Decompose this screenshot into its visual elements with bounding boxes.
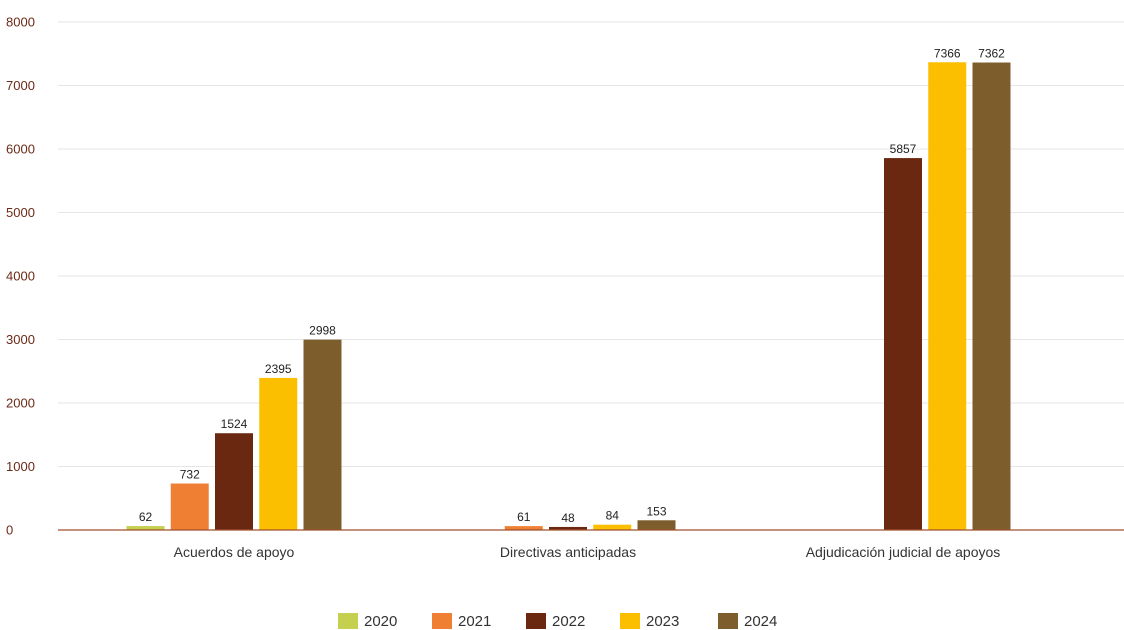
bar [504,526,543,530]
data-label: 84 [606,509,620,523]
data-label: 732 [180,468,200,482]
y-axis: 0 1000 2000 3000 4000 5000 6000 7000 8000 [6,15,35,538]
y-tick-label: 4000 [6,269,35,284]
data-label: 7366 [934,46,961,60]
data-label: 61 [517,510,531,524]
bar [972,62,1011,530]
data-label: 7362 [978,47,1005,61]
data-label: 2395 [265,362,292,376]
data-label: 48 [561,511,575,525]
x-tick-label: Directivas anticipadas [500,544,636,560]
data-label: 62 [139,510,153,524]
legend-item: 2022 [526,613,585,630]
y-tick-label: 8000 [6,15,35,30]
bar [884,158,922,530]
y-tick-label: 1000 [6,459,35,474]
data-label: 2998 [309,324,336,338]
y-tick-label: 6000 [6,142,35,157]
legend-item: 2024 [718,613,777,630]
data-label: 5857 [890,142,917,156]
x-tick-label: Adjudicación judicial de apoyos [806,544,1001,560]
legend-label: 2021 [458,613,491,630]
legend-swatch [526,613,546,629]
y-tick-label: 3000 [6,332,35,347]
legend-swatch [432,613,452,629]
legend-swatch [338,613,358,629]
y-tick-label: 2000 [6,396,35,411]
bar [637,520,676,530]
bar [259,377,298,530]
bar [215,433,253,530]
bar [303,339,342,530]
legend-item: 2023 [620,613,679,630]
legend-label: 2023 [646,613,679,630]
x-axis: Acuerdos de apoyo Directivas anticipadas A… [58,529,1124,560]
bar [170,483,209,530]
data-label: 1524 [221,417,248,431]
y-tick-label: 5000 [6,205,35,220]
bar [126,526,165,530]
legend-item: 2020 [338,613,397,630]
legend-swatch [718,613,738,629]
gridlines [58,21,1124,467]
bar [928,62,967,530]
x-tick-label: Acuerdos de apoyo [174,544,295,560]
y-tick-label: 0 [6,523,13,538]
y-tick-label: 7000 [6,78,35,93]
bars: 62 732 61 1524 48 5857 2395 84 7366 2998 153 7362 [126,46,1011,530]
legend-item: 2021 [432,613,491,630]
bar [549,526,587,530]
legend: 2020 2021 2022 2023 2024 [338,613,777,630]
data-label: 153 [646,504,666,518]
legend-swatch [620,613,640,629]
legend-label: 2024 [744,613,777,630]
legend-label: 2022 [552,613,585,630]
bar [593,524,632,530]
legend-label: 2020 [364,613,397,630]
